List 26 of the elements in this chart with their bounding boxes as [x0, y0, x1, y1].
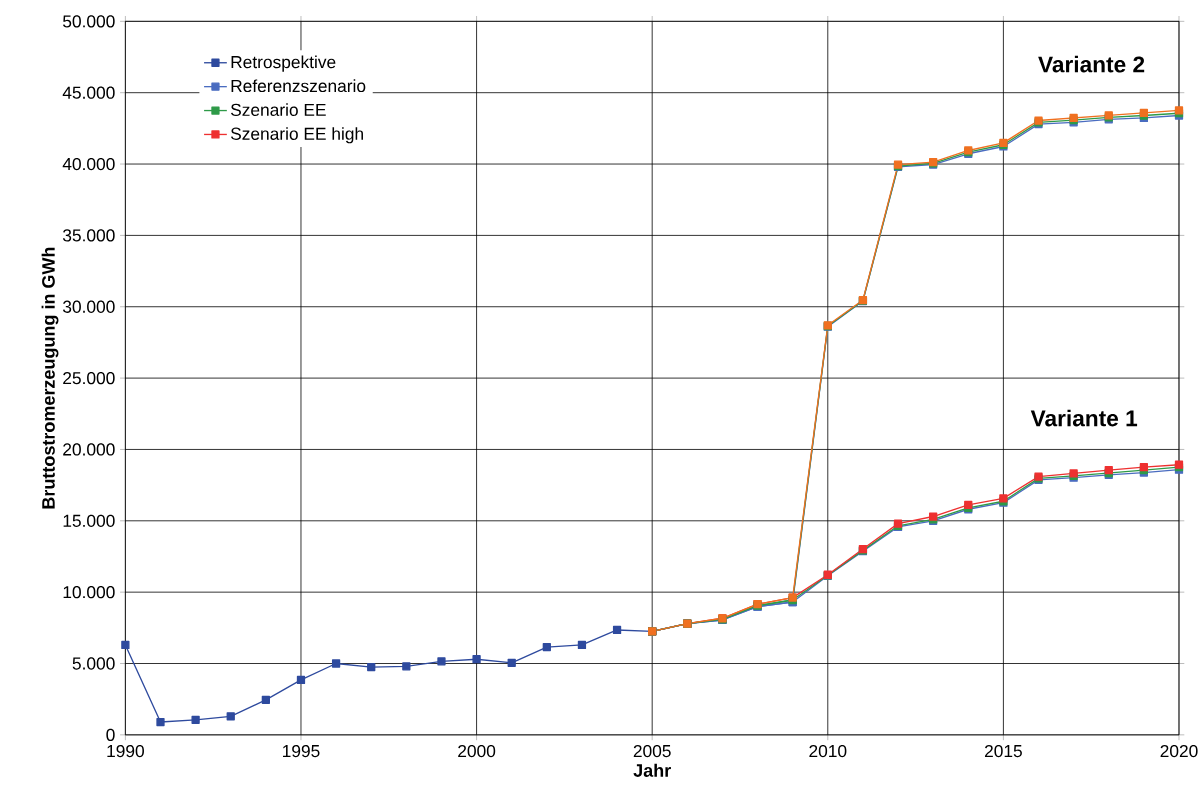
- x-tick-label: 1995: [283, 744, 320, 758]
- y-tick-label: 25.000: [63, 372, 115, 385]
- y-tick-label: 5.000: [72, 657, 115, 670]
- y-tick-label: 0: [106, 728, 115, 742]
- y-tick-label: 10.000: [63, 586, 115, 599]
- legend-label: Retrospektive: [231, 55, 336, 72]
- x-tick-label: 2000: [458, 744, 496, 758]
- x-tick-label: 2010: [809, 744, 847, 758]
- y-tick-label: 30.000: [62, 300, 115, 313]
- x-tick-label: 2020: [1160, 744, 1198, 758]
- x-axis-title: Jahr: [633, 763, 671, 777]
- y-tick-label: 15.000: [63, 514, 115, 527]
- annotation: Variante 2: [1038, 55, 1145, 73]
- legend-label: Szenario EE high: [230, 127, 363, 144]
- y-axis-title: Bruttostromerzeugung in GWh: [41, 247, 59, 509]
- annotation: Variante 1: [1030, 409, 1138, 427]
- legend-label: Szenario EE: [230, 103, 326, 117]
- x-tick-label: 1990: [107, 744, 144, 758]
- y-tick-label: 50.000: [63, 15, 115, 28]
- legend-label: Referenzszenario: [231, 79, 366, 93]
- y-tick-label: 45.000: [62, 86, 115, 99]
- y-tick-label: 35.000: [62, 229, 115, 242]
- y-tick-label: 40.000: [62, 157, 115, 171]
- x-tick-label: 2005: [633, 744, 671, 758]
- x-tick-label: 2015: [984, 744, 1022, 758]
- y-tick-label: 20.000: [63, 443, 115, 456]
